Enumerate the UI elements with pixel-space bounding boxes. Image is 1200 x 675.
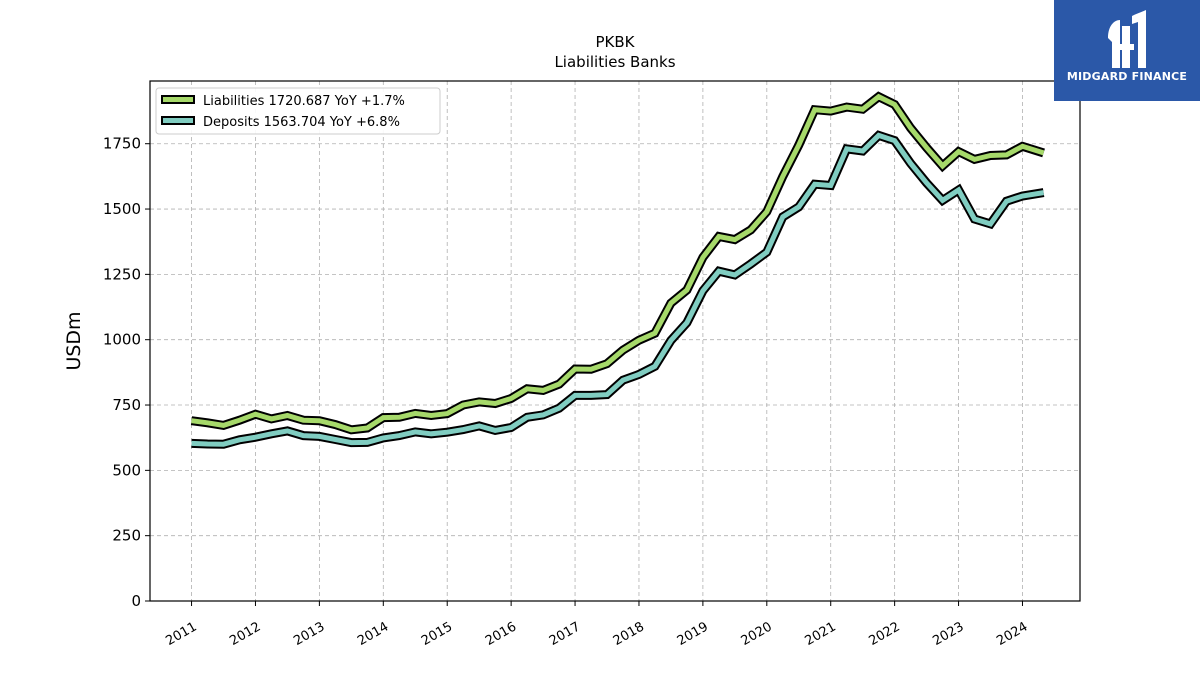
x-tick-label: 2014 [355,619,391,649]
midgard-logo-icon [1108,10,1146,68]
x-tick-label: 2019 [675,619,711,649]
legend-label-liabilities: Liabilities 1720.687 YoY +1.7% [203,94,405,109]
legend-entry-liabilities: Liabilities 1720.687 YoY +1.7% [161,94,405,109]
series-line-liabilities [191,93,1045,433]
y-axis: 0 250 500 750 1000 1250 1500 1750 [103,135,150,610]
y-axis-label: USDm [63,311,85,370]
y-tick-label: 1500 [103,200,141,218]
legend-swatch-liabilities [163,97,193,102]
x-tick-label: 2012 [227,619,263,649]
x-tick-label: 2011 [163,619,199,649]
x-tick-label: 2013 [291,619,327,649]
x-tick-label: 2017 [547,619,583,649]
y-tick-label: 1250 [103,265,141,283]
y-tick-label: 1750 [103,135,141,153]
x-axis: 2011 2012 2013 2014 2015 2016 2017 2018 2019 2020… [163,601,1030,649]
y-tick-label: 500 [112,461,141,479]
series-line-deposits [191,132,1044,447]
series-lines [190,91,1045,449]
x-tick-label: 2021 [803,619,839,649]
chart-subtitle: Liabilities Banks [554,53,675,71]
x-tick-label: 2024 [994,619,1030,649]
legend-box [155,87,441,135]
legend-label-deposits: Deposits 1563.704 YoY +6.8% [203,115,400,130]
legend-entry-deposits: Deposits 1563.704 YoY +6.8% [161,115,400,130]
chart-title: PKBK [595,33,635,51]
x-tick-label: 2022 [866,619,902,649]
x-tick-label: 2018 [611,619,647,649]
x-tick-label: 2020 [739,619,775,649]
y-tick-label: 250 [112,527,141,545]
x-tick-label: 2016 [483,619,519,649]
legend: Liabilities 1720.687 YoY +1.7% Deposits … [155,87,441,135]
brand-name: MIDGARD FINANCE [1066,70,1188,83]
x-tick-label: 2023 [930,619,966,649]
x-tick-label: 2015 [419,619,455,649]
y-tick-label: 750 [112,396,141,414]
y-tick-label: 1000 [103,331,141,349]
brand-logo: MIDGARD FINANCE [1054,0,1200,101]
legend-swatch-deposits [163,118,193,123]
plot-area-frame [149,80,1081,602]
y-tick-label: 0 [131,592,141,610]
grid [150,81,1080,602]
